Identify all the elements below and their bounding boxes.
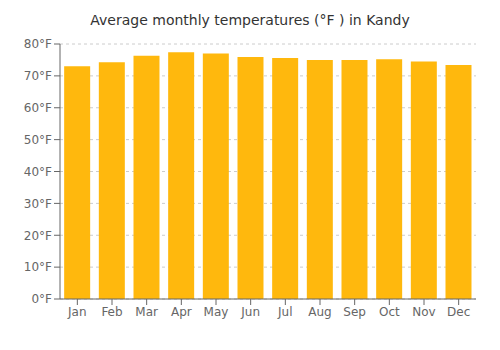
svg-text:May: May — [204, 305, 229, 319]
svg-text:Nov: Nov — [412, 305, 435, 319]
svg-text:80°F: 80°F — [24, 37, 52, 51]
svg-text:Jun: Jun — [240, 305, 260, 319]
svg-text:0°F: 0°F — [31, 292, 52, 306]
svg-text:Sep: Sep — [343, 305, 366, 319]
svg-text:70°F: 70°F — [24, 69, 52, 83]
html-text:Average monthly temperatures (: Average monthly temperatures (°F ) in Ka… — [90, 12, 410, 28]
svg-text:30°F: 30°F — [24, 197, 52, 211]
svg-text:Dec: Dec — [447, 305, 470, 319]
svg-text:Oct: Oct — [379, 305, 400, 319]
svg-text:20°F: 20°F — [24, 229, 52, 243]
svg-text:Aug: Aug — [308, 305, 331, 319]
svg-text:Jan: Jan — [67, 305, 87, 319]
svg-text:Mar: Mar — [135, 305, 158, 319]
svg-text:Apr: Apr — [171, 305, 192, 319]
svg-text:40°F: 40°F — [24, 165, 52, 179]
svg-text:Feb: Feb — [101, 305, 122, 319]
svg-text:10°F: 10°F — [24, 260, 52, 274]
svg-text:Jul: Jul — [277, 305, 292, 319]
svg-text:60°F: 60°F — [24, 101, 52, 115]
svg-text:50°F: 50°F — [24, 133, 52, 147]
